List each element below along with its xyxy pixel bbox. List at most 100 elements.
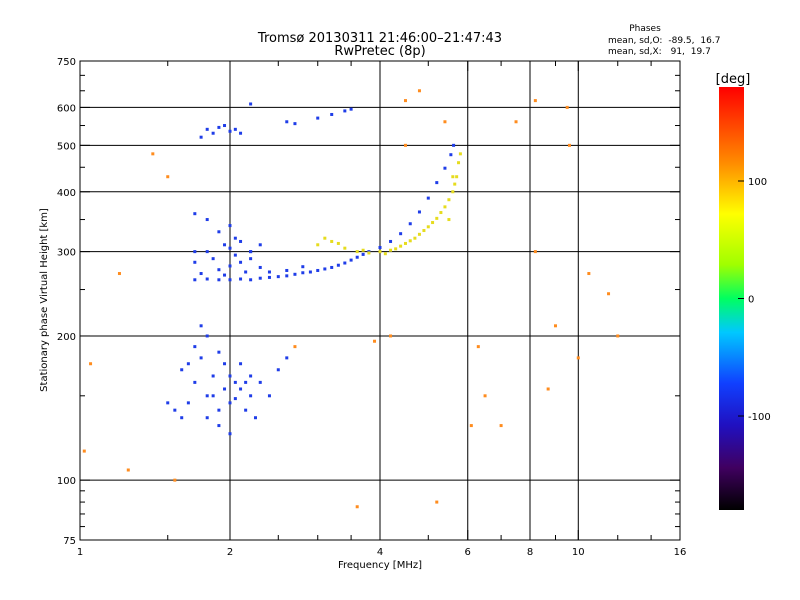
stats-x-mean: 91 <box>671 47 682 57</box>
data-point <box>447 218 451 222</box>
data-point <box>607 292 611 296</box>
data-point <box>267 275 271 279</box>
data-point <box>211 374 215 378</box>
x-tick-label: 1 <box>77 547 83 558</box>
data-point <box>151 152 155 156</box>
data-point <box>308 270 312 274</box>
x-tick-label: 4 <box>377 547 383 558</box>
data-point <box>408 239 412 243</box>
stats-x-line: mean, sd,X: 91, 19.7 <box>608 47 711 57</box>
data-point <box>343 261 347 265</box>
data-point <box>205 394 209 398</box>
data-point <box>533 99 537 103</box>
y-tick-label: 75 <box>63 536 76 547</box>
data-point <box>417 232 421 236</box>
data-point <box>403 241 407 245</box>
data-point <box>417 210 421 214</box>
data-point <box>417 89 421 93</box>
data-point <box>616 334 620 338</box>
data-point <box>233 380 237 384</box>
data-point <box>443 120 447 124</box>
data-point <box>443 166 447 170</box>
axis-ticks: 1 2 4 6 8 10 16 75 100 200 300 400 500 600 750 <box>57 57 686 558</box>
data-point <box>217 230 221 234</box>
data-point <box>249 250 253 254</box>
data-point <box>443 205 447 209</box>
data-point <box>267 394 271 398</box>
data-point <box>413 236 417 240</box>
data-point <box>355 250 359 254</box>
data-point <box>276 368 280 372</box>
data-point <box>343 246 347 250</box>
data-point <box>457 161 461 165</box>
x-tick-label: 6 <box>465 547 471 558</box>
data-point <box>166 175 170 179</box>
data-point <box>228 278 232 282</box>
data-point <box>173 478 177 482</box>
data-point <box>483 394 487 398</box>
stats-o-line: mean, sd,O: -89.5, 16.7 <box>608 36 720 46</box>
data-point <box>166 401 170 405</box>
data-point <box>293 272 297 276</box>
data-point <box>316 268 320 272</box>
data-point <box>199 135 203 139</box>
data-point <box>451 190 455 194</box>
data-point <box>217 350 221 354</box>
data-points <box>82 89 620 509</box>
x-tick-label: 16 <box>674 547 687 558</box>
stats-x-sep: , <box>682 47 685 57</box>
data-point <box>193 380 197 384</box>
data-point <box>205 277 209 281</box>
data-point <box>211 131 215 135</box>
y-tick-label: 600 <box>57 103 76 114</box>
data-point <box>349 258 353 262</box>
data-point <box>223 273 227 277</box>
data-point <box>228 432 232 436</box>
data-point <box>223 124 227 128</box>
data-point <box>244 270 248 274</box>
colorbar: [deg] 100 0 -100 <box>716 72 771 510</box>
data-point <box>330 112 334 116</box>
x-tick-label: 2 <box>227 547 233 558</box>
data-point <box>199 356 203 360</box>
data-point <box>205 416 209 420</box>
data-point <box>408 222 412 226</box>
plot-area: 1 2 4 6 8 10 16 75 100 200 300 400 500 600 750 <box>57 57 686 558</box>
data-point <box>435 181 439 185</box>
y-tick-label: 500 <box>57 141 76 152</box>
data-point <box>186 362 190 366</box>
data-point <box>355 255 359 259</box>
data-point <box>249 374 253 378</box>
data-point <box>180 416 184 420</box>
x-tick-label: 8 <box>527 547 533 558</box>
data-point <box>399 244 403 248</box>
data-point <box>316 243 320 247</box>
data-point <box>228 374 232 378</box>
data-point <box>293 122 297 126</box>
data-point <box>389 239 393 243</box>
data-point <box>285 268 289 272</box>
data-point <box>476 345 480 349</box>
data-point <box>576 356 580 360</box>
data-point <box>217 408 221 412</box>
y-tick-label: 100 <box>57 476 76 487</box>
stats-o-sep: , <box>692 36 695 46</box>
data-point <box>258 243 262 247</box>
data-point <box>199 324 203 328</box>
y-axis-label: Stationary phase Virtual Height [km] <box>39 208 50 392</box>
y-tick-label: 750 <box>57 57 76 68</box>
data-point <box>336 263 340 267</box>
data-point <box>378 245 382 249</box>
data-point <box>293 345 297 349</box>
data-point <box>249 102 253 106</box>
data-point <box>258 276 262 280</box>
data-point <box>587 272 591 276</box>
data-point <box>223 387 227 391</box>
data-point <box>546 387 550 391</box>
data-point <box>285 120 289 124</box>
data-point <box>458 152 462 156</box>
data-point <box>301 265 305 269</box>
data-point <box>361 252 365 256</box>
data-point <box>249 257 253 261</box>
colorbar-ticks: 100 0 -100 <box>738 177 771 423</box>
